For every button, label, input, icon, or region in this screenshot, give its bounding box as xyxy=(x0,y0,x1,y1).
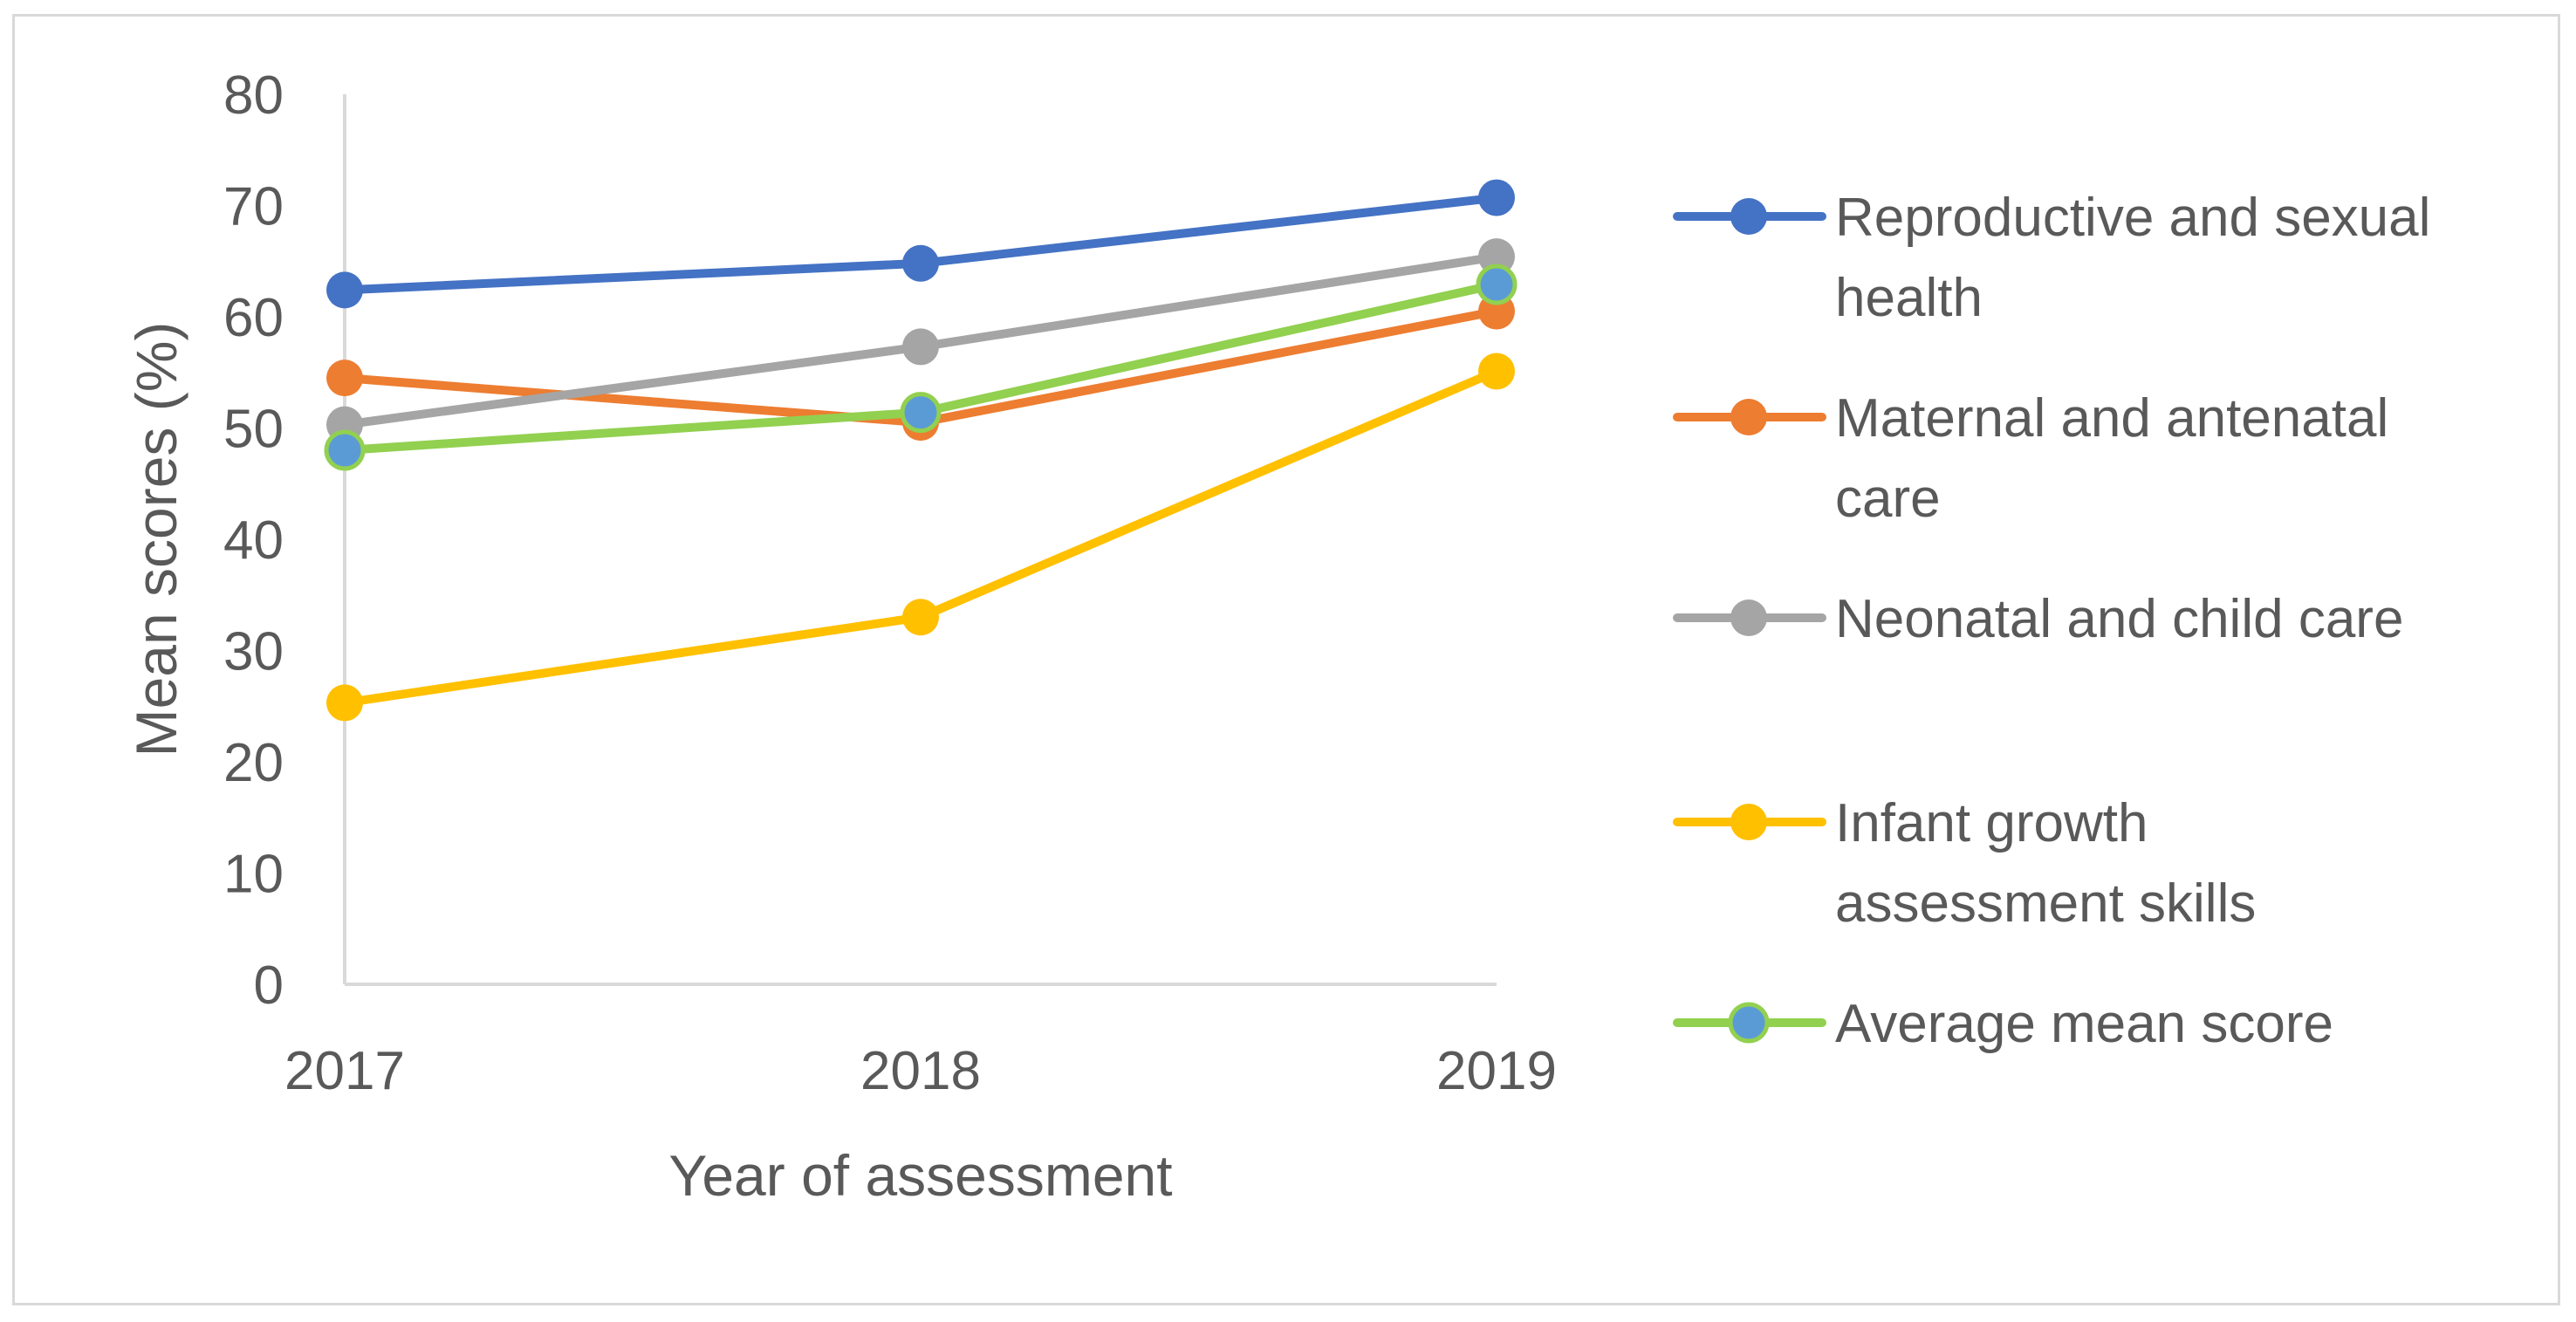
series-lines xyxy=(324,179,1518,722)
legend-label: Reproductive and sexual xyxy=(1835,188,2430,248)
y-tick-label: 20 xyxy=(223,733,284,793)
y-tick-label: 70 xyxy=(223,177,284,237)
legend-marker xyxy=(1728,1002,1770,1044)
legend-marker xyxy=(1730,399,1767,435)
data-point xyxy=(900,392,942,434)
legend-label: Maternal and antenatal xyxy=(1835,388,2388,449)
legend-item: Neonatal and child care xyxy=(1673,589,2403,649)
data-point xyxy=(326,360,363,397)
x-axis-title: Year of assessment xyxy=(668,1143,1172,1208)
x-tick-label: 2019 xyxy=(1436,1041,1557,1101)
data-point xyxy=(902,599,939,636)
data-point xyxy=(902,244,939,282)
x-tick-label: 2018 xyxy=(860,1041,981,1101)
y-axis-title: Mean scores (%) xyxy=(124,322,188,757)
legend-label: Infant growth xyxy=(1835,793,2148,853)
x-tick-labels: 2017 2018 2019 xyxy=(284,1041,1557,1101)
data-point xyxy=(324,429,366,471)
legend-item: Maternal and antenatal care xyxy=(1673,388,2388,529)
chart-frame xyxy=(12,14,2560,1305)
axes xyxy=(343,94,1497,986)
series-4 xyxy=(326,353,1515,722)
data-point xyxy=(326,684,363,722)
legend-marker xyxy=(1730,599,1767,636)
y-tick-label: 80 xyxy=(223,65,284,126)
y-tick-labels: 0 10 20 30 40 50 60 70 80 xyxy=(223,65,284,1016)
legend-item: Reproductive and sexual health xyxy=(1673,188,2430,328)
legend-marker xyxy=(1730,198,1767,235)
legend-label: assessment skills xyxy=(1835,873,2256,934)
legend: Reproductive and sexual health Maternal an… xyxy=(1673,188,2430,1054)
legend-item: Average mean score xyxy=(1673,994,2333,1054)
y-tick-label: 60 xyxy=(223,288,284,348)
series-1 xyxy=(326,179,1515,309)
legend-marker xyxy=(1730,804,1767,840)
x-tick-label: 2017 xyxy=(284,1041,405,1101)
y-tick-label: 50 xyxy=(223,400,284,460)
y-tick-label: 40 xyxy=(223,510,284,571)
data-point xyxy=(326,271,363,309)
y-tick-label: 10 xyxy=(223,845,284,905)
data-point xyxy=(1478,353,1515,390)
data-point xyxy=(1478,179,1515,216)
data-point xyxy=(1478,238,1515,276)
legend-label: health xyxy=(1835,268,1983,328)
legend-label: Average mean score xyxy=(1835,994,2333,1054)
series-5 xyxy=(324,264,1518,471)
y-tick-label: 30 xyxy=(223,622,284,682)
legend-item: Infant growth assessment skills xyxy=(1673,793,2256,934)
legend-label: care xyxy=(1835,469,1941,529)
y-tick-label: 0 xyxy=(254,956,284,1016)
legend-label: Neonatal and child care xyxy=(1835,589,2403,649)
data-point xyxy=(902,328,939,366)
data-point xyxy=(1476,264,1518,305)
